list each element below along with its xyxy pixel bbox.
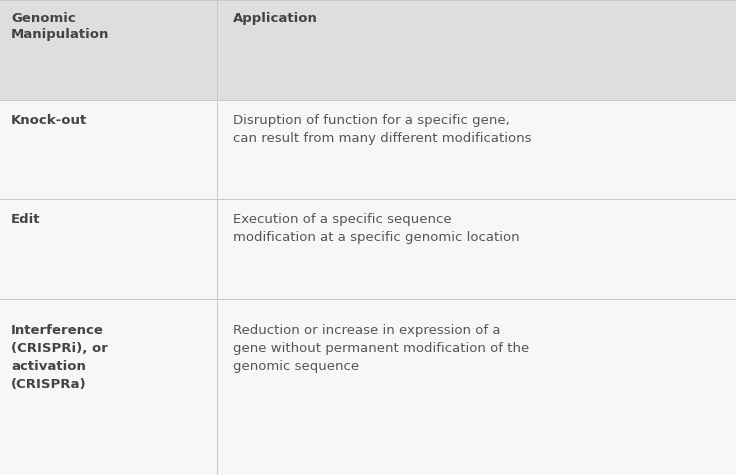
Bar (0, 0, 736, 100)
Text: Knock-out: Knock-out (11, 114, 88, 127)
Bar (0, 200, 736, 299)
Text: Genomic
Manipulation: Genomic Manipulation (11, 12, 110, 41)
Text: Execution of a specific sequence
modification at a specific genomic location: Execution of a specific sequence modific… (233, 213, 520, 245)
Text: Application: Application (233, 12, 318, 25)
Bar (0, 100, 736, 200)
Text: Edit: Edit (11, 213, 40, 227)
Text: Interference
(CRISPRi), or
activation
(CRISPRa): Interference (CRISPRi), or activation (C… (11, 324, 108, 391)
Bar (0, 299, 736, 475)
Text: Reduction or increase in expression of a
gene without permanent modification of : Reduction or increase in expression of a… (233, 324, 530, 373)
Text: Disruption of function for a specific gene,
can result from many different modif: Disruption of function for a specific ge… (233, 114, 532, 145)
